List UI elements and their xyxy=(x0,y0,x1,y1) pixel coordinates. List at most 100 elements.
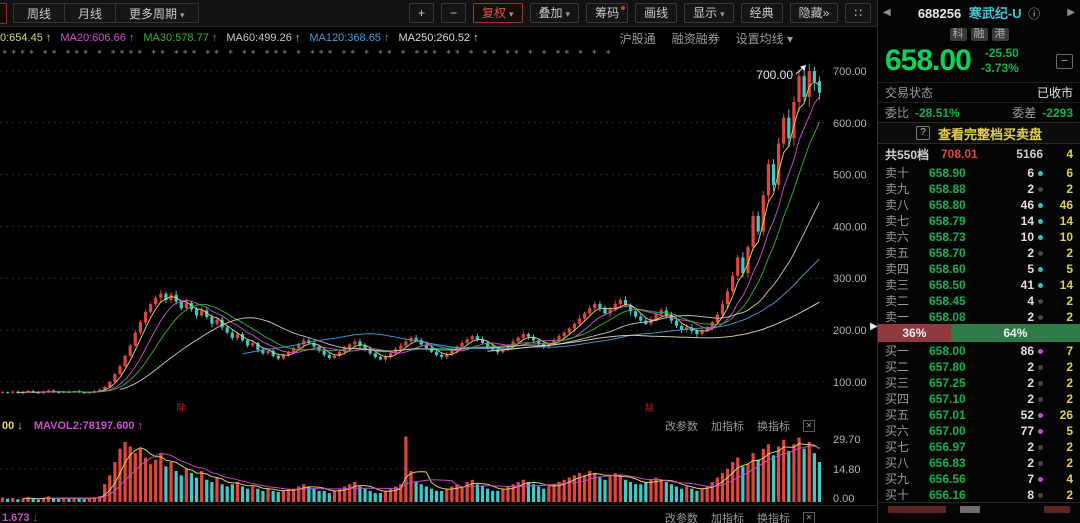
buy-row[interactable]: 买一 658.00 86 7 xyxy=(878,342,1080,359)
help-icon[interactable]: ? xyxy=(915,126,930,140)
order-level-label: 买一 xyxy=(885,344,910,358)
chart-link-2[interactable]: 设置均线 ▾ xyxy=(735,31,793,46)
volume-pane-header: 00 ↓ MAVOL2:78197.600 ↑ 改参数 加指标 换指标 ✕ xyxy=(0,419,877,433)
order-price: 657.01 xyxy=(929,407,966,422)
order-count: 14 xyxy=(1059,277,1073,292)
volume-bars-layer xyxy=(0,436,822,502)
sell-row[interactable]: 卖二 658.45 4 2 xyxy=(878,292,1080,309)
buy-row[interactable]: 买五 657.01 52 26 xyxy=(878,406,1080,423)
order-count: 6 xyxy=(1066,165,1073,180)
order-level-label: 买五 xyxy=(885,408,910,422)
ma-label-1: MA20:606.66 ↑ xyxy=(60,32,135,44)
depth-count: 共550档 xyxy=(885,147,930,162)
period-tabs: 周线 月线 更多周期 ▾ xyxy=(13,3,199,23)
period-tab-2[interactable]: 更多周期 ▾ xyxy=(115,3,199,23)
indicator-link-0[interactable]: 改参数 xyxy=(665,512,698,523)
kline-chart[interactable]: 700.00 600.00 500.00 400.00 300.00 200.00 100.… xyxy=(0,59,877,419)
order-count: 2 xyxy=(1066,309,1073,324)
buy-row[interactable]: 买二 657.80 2 2 xyxy=(878,358,1080,375)
cutoff-tab-fragment[interactable] xyxy=(0,2,7,24)
order-count: 4 xyxy=(1066,471,1073,486)
sell-row[interactable]: 卖十 658.90 6 6 xyxy=(878,164,1080,181)
toolbar-button-1[interactable]: − xyxy=(440,3,466,23)
chevron-down-icon: ▾ xyxy=(509,9,514,19)
svg-text:600.00: 600.00 xyxy=(833,118,867,130)
panel-collapse-handle[interactable]: ▶ xyxy=(870,321,878,332)
toolbar-button-3[interactable]: 叠加 ▾ xyxy=(529,3,580,23)
buy-row[interactable]: 买七 656.97 2 2 xyxy=(878,438,1080,455)
stock-badge-0: 科 xyxy=(949,28,967,41)
sell-row[interactable]: 卖五 658.70 2 2 xyxy=(878,244,1080,261)
sell-row[interactable]: 卖四 658.60 5 5 xyxy=(878,260,1080,277)
indicator-link-1[interactable]: 加指标 xyxy=(711,421,744,433)
sell-row[interactable]: 卖一 658.08 2 2 xyxy=(878,308,1080,325)
volume-chart[interactable]: 29.70 14.80 0.00 xyxy=(0,433,877,505)
depth-price: 708.01 xyxy=(941,147,978,161)
buy-row[interactable]: 买八 656.83 2 2 xyxy=(878,454,1080,471)
order-volume: 6 xyxy=(977,166,1043,180)
weicha-value: -2293 xyxy=(1042,105,1073,120)
prev-stock-arrow-icon[interactable]: ◀ xyxy=(883,6,891,18)
order-price: 658.70 xyxy=(929,245,966,260)
stock-title: 688256 寒武纪-U ⓘ xyxy=(891,3,1068,22)
indicator-link-0[interactable]: 改参数 xyxy=(665,421,698,433)
close-icon[interactable]: ✕ xyxy=(803,511,815,523)
indicator-link-2[interactable]: 换指标 xyxy=(757,421,790,433)
toolbar-button-7[interactable]: 经典 xyxy=(740,3,783,23)
sell-row[interactable]: 卖三 658.50 41 14 xyxy=(878,276,1080,293)
sell-row[interactable]: 卖八 658.80 46 46 xyxy=(878,196,1080,213)
buy-row[interactable]: 买三 657.25 2 2 xyxy=(878,374,1080,391)
order-dot-icon xyxy=(1038,170,1043,176)
indicator-link-2[interactable]: 换指标 xyxy=(757,512,790,523)
buy-row[interactable]: 买九 656.56 7 4 xyxy=(878,470,1080,487)
toolbar-button-8[interactable]: 隐藏» xyxy=(789,3,839,23)
toolbar-buttons: + − 复权 ▾ 叠加 ▾ 筹码 画线 显示 ▾ 经典 隐藏» ∷ xyxy=(408,3,871,23)
info-icon[interactable]: ⓘ xyxy=(1028,6,1041,21)
full-orderbook-link[interactable]: ? 查看完整档买卖盘 xyxy=(878,122,1080,144)
chevron-down-icon: ▾ xyxy=(720,9,725,19)
chart-link-0[interactable]: 沪股通 xyxy=(619,31,656,46)
sell-row[interactable]: 卖六 658.73 10 10 xyxy=(878,228,1080,245)
close-icon[interactable]: ✕ xyxy=(803,420,815,432)
depth-orders: 4 xyxy=(1066,147,1073,161)
sell-row[interactable]: 卖九 658.88 2 2 xyxy=(878,180,1080,197)
chart-link-1[interactable]: 融资融券 xyxy=(671,31,720,46)
minimize-button[interactable]: − xyxy=(1056,53,1073,69)
order-dot-icon xyxy=(1038,428,1043,434)
ma-legend: 0:654.45 ↑ MA20:606.66 ↑ MA30:578.77 ↑ MA60… xyxy=(0,32,488,44)
ma-label-3: MA60:499.26 ↑ xyxy=(226,32,301,44)
order-price: 657.00 xyxy=(929,423,966,438)
order-level-label: 卖三 xyxy=(885,278,910,292)
indicator-links: 改参数 加指标 换指标 ✕ xyxy=(665,418,815,434)
order-dot-icon xyxy=(1038,218,1043,224)
fullscreen-icon[interactable]: ∷ xyxy=(845,3,871,23)
indicator-link-1[interactable]: 加指标 xyxy=(711,512,744,523)
toolbar-button-4[interactable]: 筹码 xyxy=(586,3,629,23)
toolbar-button-2[interactable]: 复权 ▾ xyxy=(472,3,523,23)
volume-ma-legend: 00 ↓ MAVOL2:78197.600 ↑ xyxy=(0,420,143,432)
svg-text:0.00: 0.00 xyxy=(833,493,854,505)
stock-badge-2: 港 xyxy=(991,28,1009,41)
buy-row[interactable]: 买四 657.10 2 2 xyxy=(878,390,1080,407)
order-price: 658.79 xyxy=(929,213,966,228)
order-price: 656.16 xyxy=(929,487,966,502)
ex-dividend-marker[interactable]: 除 xyxy=(177,402,186,413)
ex-dividend-marker[interactable]: 除 xyxy=(645,402,654,413)
order-level-label: 卖七 xyxy=(885,214,910,228)
toolbar-button-0[interactable]: + xyxy=(408,3,434,23)
toolbar-button-5[interactable]: 画线 xyxy=(635,3,678,23)
clipped-text-fragment xyxy=(888,506,946,513)
second-indicator-header: 1.673 ↓ 改参数 加指标 换指标 ✕ xyxy=(0,505,877,523)
buy-row[interactable]: 买十 656.16 8 2 xyxy=(878,486,1080,503)
sell-row[interactable]: 卖七 658.79 14 14 xyxy=(878,212,1080,229)
order-count: 26 xyxy=(1059,407,1073,422)
order-price: 658.90 xyxy=(929,165,966,180)
toolbar-button-6[interactable]: 显示 ▾ xyxy=(684,3,734,23)
next-stock-arrow-icon[interactable]: ▶ xyxy=(1067,6,1075,18)
buy-row[interactable]: 买六 657.00 77 5 xyxy=(878,422,1080,439)
order-count: 2 xyxy=(1066,359,1073,374)
period-tab-1[interactable]: 月线 xyxy=(64,3,117,23)
period-tab-0[interactable]: 周线 xyxy=(13,3,66,23)
ma-label-2: MA30:578.77 ↑ xyxy=(143,32,218,44)
order-price: 658.50 xyxy=(929,277,966,292)
